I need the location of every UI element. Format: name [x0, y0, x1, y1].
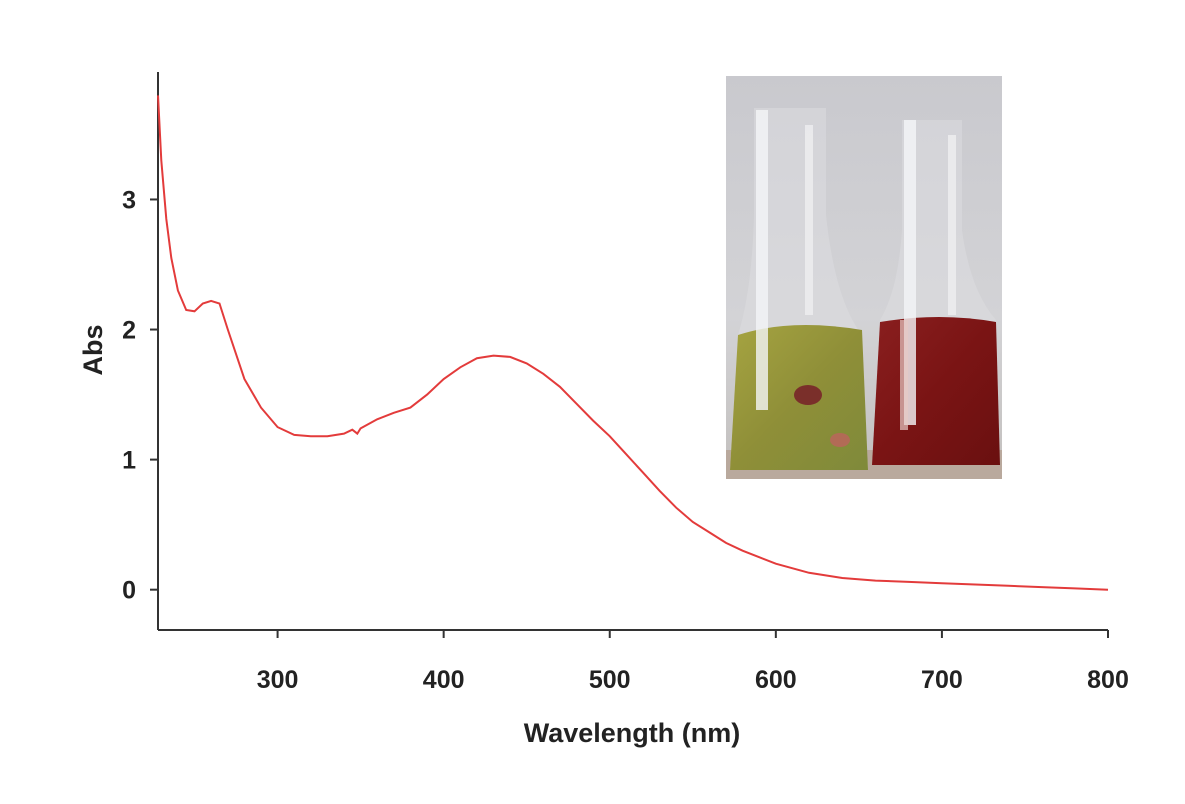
x-axis-title: Wavelength (nm) [524, 718, 741, 748]
x-tick-label: 500 [589, 666, 631, 694]
y-tick-label: 3 [122, 186, 136, 214]
y-tick-label: 1 [122, 447, 136, 475]
right-flask [872, 120, 1000, 465]
inset-flask-photo [726, 76, 1002, 479]
absorbance-series-line [157, 95, 1109, 591]
y-tick-label: 0 [122, 577, 136, 605]
x-tick-label: 400 [423, 666, 465, 694]
x-tick-label: 600 [755, 666, 797, 694]
x-tick-label: 300 [257, 666, 299, 694]
y-axis-title: Abs [78, 324, 108, 375]
x-tick-label: 800 [1087, 666, 1129, 694]
left-flask [730, 108, 868, 470]
y-tick-label: 2 [122, 317, 136, 345]
x-tick-label: 700 [921, 666, 963, 694]
